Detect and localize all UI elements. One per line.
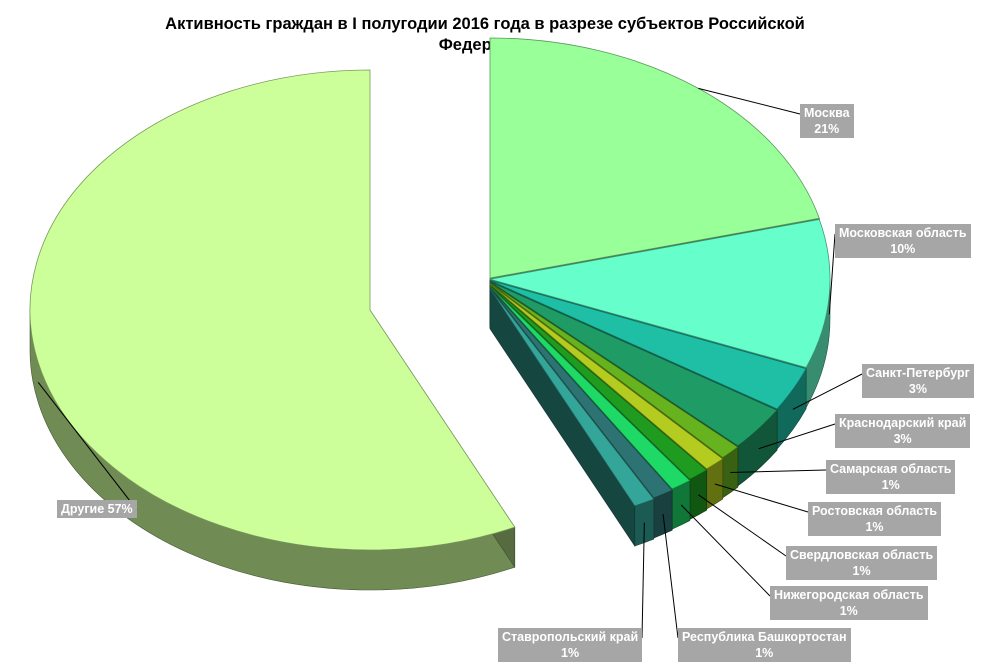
slice-label-name: Ставропольский край bbox=[502, 630, 639, 644]
slice-label: Москва 21% bbox=[800, 104, 854, 138]
pie-slice-3 bbox=[489, 280, 807, 410]
slice-label-value: 1% bbox=[839, 604, 858, 618]
leader-line bbox=[698, 87, 801, 115]
slice-label-value: 1% bbox=[755, 646, 774, 660]
slice-label: Ставропольский край 1% bbox=[498, 628, 643, 662]
pie-slice-10 bbox=[489, 288, 655, 507]
slice-label: Краснодарский край 3% bbox=[835, 414, 971, 448]
pie-slice-1 bbox=[489, 37, 820, 279]
leader-line bbox=[680, 504, 771, 597]
slice-label-name: Санкт-Петербург bbox=[866, 366, 970, 380]
slice-label-value: 21% bbox=[814, 122, 840, 136]
slice-label: Нижегородская область 1% bbox=[770, 586, 928, 620]
slice-label-value: 1% bbox=[865, 520, 884, 534]
pie-slice-7 bbox=[489, 284, 708, 480]
slice-label-value: 1% bbox=[881, 478, 900, 492]
slice-label-name: Свердловская область bbox=[790, 548, 934, 562]
slice-label-value: 1% bbox=[852, 564, 871, 578]
slice-label-value: 3% bbox=[908, 382, 927, 396]
slice-label: Ростовская область 1% bbox=[808, 502, 942, 536]
slice-label-value: 1% bbox=[561, 646, 580, 660]
pie-slice-4 bbox=[489, 281, 778, 447]
slice-label-name: Самарская область bbox=[830, 462, 952, 476]
pie-slice-9 bbox=[489, 287, 673, 499]
pie-slice-side bbox=[653, 489, 673, 539]
slice-label: Другие 57% bbox=[57, 500, 137, 518]
slice-label: Санкт-Петербург 3% bbox=[862, 364, 974, 398]
slice-label-value: 57% bbox=[107, 502, 133, 516]
slice-label-name: Краснодарский край bbox=[839, 416, 967, 430]
pie-slice-11 bbox=[29, 69, 516, 551]
slice-label: Московская область 10% bbox=[835, 224, 971, 258]
slice-label-name: Нижегородская область bbox=[774, 588, 924, 602]
leader-line bbox=[792, 373, 863, 410]
leader-line bbox=[662, 514, 679, 639]
leader-line bbox=[714, 483, 809, 513]
pie-slice-5 bbox=[489, 282, 739, 459]
slice-label-name: Московская область bbox=[839, 226, 967, 240]
slice-label-name: Республика Башкортостан bbox=[682, 630, 847, 644]
leader-line bbox=[641, 522, 645, 639]
leader-line bbox=[730, 469, 827, 474]
slice-label-value: 10% bbox=[890, 242, 916, 256]
slice-label: Самарская область 1% bbox=[826, 460, 956, 494]
slice-label-name: Ростовская область bbox=[812, 504, 938, 518]
slice-label: Республика Башкортостан 1% bbox=[678, 628, 851, 662]
slice-label-value: 3% bbox=[893, 432, 912, 446]
pie-slice-8 bbox=[489, 286, 691, 490]
leader-line bbox=[758, 423, 836, 450]
leader-line bbox=[698, 494, 787, 557]
leader-line bbox=[828, 233, 836, 315]
slice-label-name: Другие bbox=[61, 502, 105, 516]
pie-slice-2 bbox=[489, 219, 831, 369]
slice-label-name: Москва bbox=[804, 106, 850, 120]
leader-line bbox=[37, 382, 138, 511]
pie-slice-6 bbox=[489, 283, 724, 470]
slice-label: Свердловская область 1% bbox=[786, 546, 938, 580]
